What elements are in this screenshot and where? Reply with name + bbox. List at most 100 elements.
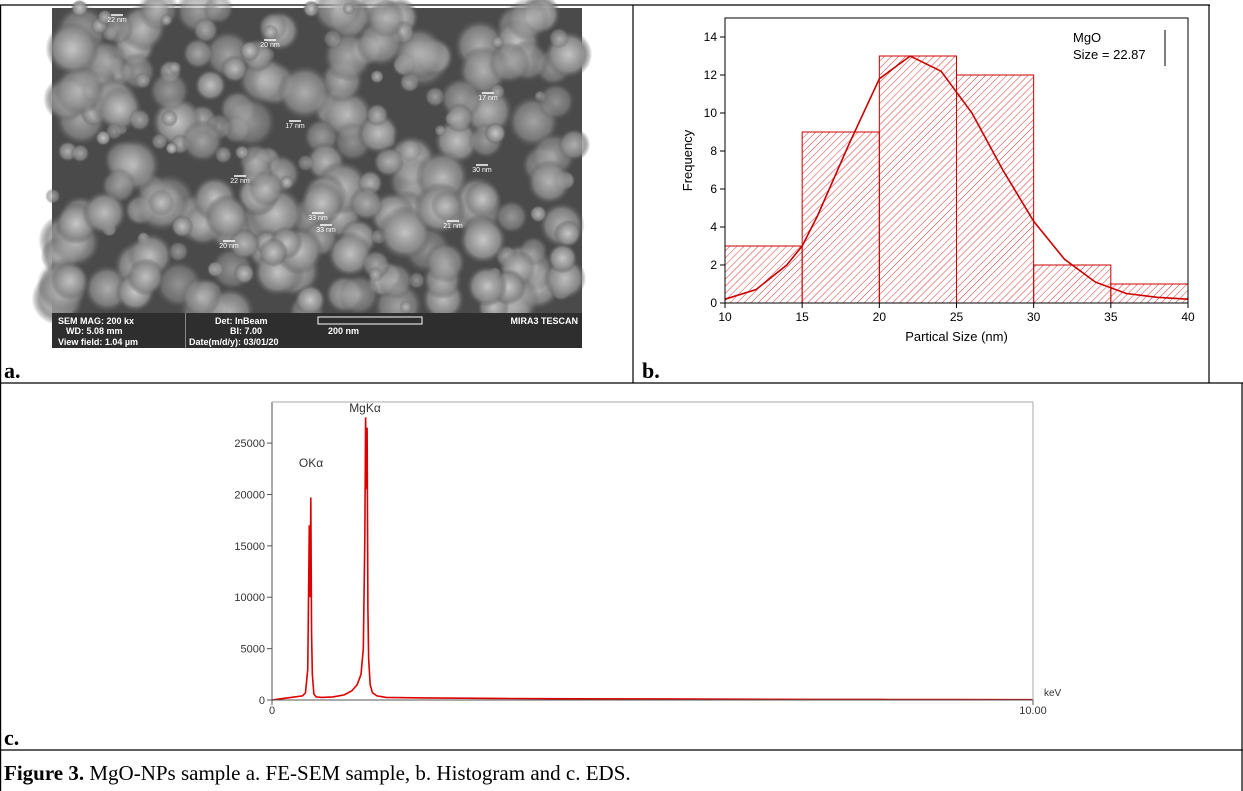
y-tick-label: 12 [704,68,718,82]
x-axis-label: keV [1044,688,1062,699]
scale-label: 22 nm [107,17,127,24]
particle [148,70,191,112]
scale-label: 20 nm [260,42,280,49]
particle [150,132,169,151]
panel-label: b. [642,358,660,383]
particle [366,0,405,38]
particle [367,267,383,283]
info-text: View field: 1.04 µm [58,337,138,347]
table-borders [0,4,1243,791]
particle [547,243,578,274]
y-tick-label: 4 [710,220,717,234]
y-tick-label: 5000 [241,644,265,656]
particle [279,175,294,190]
caption: Figure 3. MgO-NPs sample a. FE-SEM sampl… [4,761,631,785]
particle [82,190,127,236]
y-tick-label: 15000 [234,541,265,553]
particle [45,21,100,76]
particle [489,83,506,100]
caption-text: MgO-NPs sample a. FE-SEM sample, b. Hist… [89,761,630,785]
info-bar [52,313,582,348]
scale-label: 33 nm [316,227,336,234]
particle [248,170,285,207]
particle [370,69,385,84]
particle [553,219,582,248]
particle [506,0,550,42]
info-text: BI: 7.00 [230,326,262,336]
particle [194,69,227,102]
annotation: OKα [299,456,323,470]
particle [444,103,475,133]
y-tick-label: 20000 [234,489,265,501]
info-divider [185,313,186,348]
particle [220,55,249,83]
x-tick-label: 25 [950,310,964,324]
chart: MgO Size = 22.87 Partical Size (nm) Frequen… [680,17,1195,344]
histogram-bar [1110,283,1189,304]
scale-label: 30 nm [472,167,492,174]
fit-curve [724,55,1189,300]
info-text: MIRA3 TESCAN [510,316,578,326]
particle [424,241,467,284]
sem-image: 22 nm 20 nm 17 nm 17 nm 22 nm 30 nm 33 nm 33 nm… [31,0,593,348]
particle [258,237,288,268]
info-text: 200 nm [328,326,359,336]
scale-label: 22 nm [230,178,250,185]
particle [466,265,508,307]
particle [357,112,400,155]
particle [70,143,90,163]
annotation: MgO [1073,30,1101,45]
particle [147,189,175,217]
particle [322,28,343,49]
chart: OKα MgKα keV 0 10.00 0 5000 10000 15000 20000 2500… [234,401,1061,717]
particle [160,109,179,127]
particle [239,40,261,62]
particle [234,144,250,160]
particle [537,82,575,121]
x-tick-label: 15 [795,310,809,324]
y-tick-label: 25000 [234,438,265,450]
particle [337,273,380,316]
caption-label: Figure 3. [4,761,84,785]
particle [484,122,507,145]
particle [134,72,152,90]
particle [224,96,277,148]
particle [277,64,333,120]
particle [170,214,194,238]
particle [53,64,105,116]
scale-label: 21 nm [443,223,463,230]
histogram-bar [801,131,880,304]
y-tick-label: 6 [710,182,717,196]
particle [342,2,356,15]
histogram-bar [878,55,957,304]
annotation: MgKα [349,401,381,415]
particle [434,124,447,137]
particle [463,180,502,218]
particle [204,194,250,239]
y-tick-label: 10 [704,106,718,120]
particle [526,159,572,205]
particle [182,37,214,70]
particle [95,130,112,146]
particle [458,215,507,265]
particle [494,199,529,234]
panel-label: c. [4,725,19,750]
y-tick-label: 14 [704,30,718,44]
scale-label: 33 nm [308,215,328,222]
histogram-bar [724,245,803,304]
particle [262,24,279,41]
x-axis-label: Partical Size (nm) [905,329,1008,344]
x-tick-label: 30 [1027,310,1041,324]
particle [299,181,344,226]
panel-label: a. [4,358,21,383]
particle [70,0,89,18]
x-tick-label: 0 [269,705,275,717]
x-tick-label: 20 [873,310,887,324]
particle [45,188,61,204]
info-text: WD: 5.08 mm [66,326,123,336]
annotation: Size = 22.87 [1073,47,1146,62]
y-tick-label: 0 [710,296,717,310]
scale-bar [317,316,423,325]
particle [398,138,423,163]
